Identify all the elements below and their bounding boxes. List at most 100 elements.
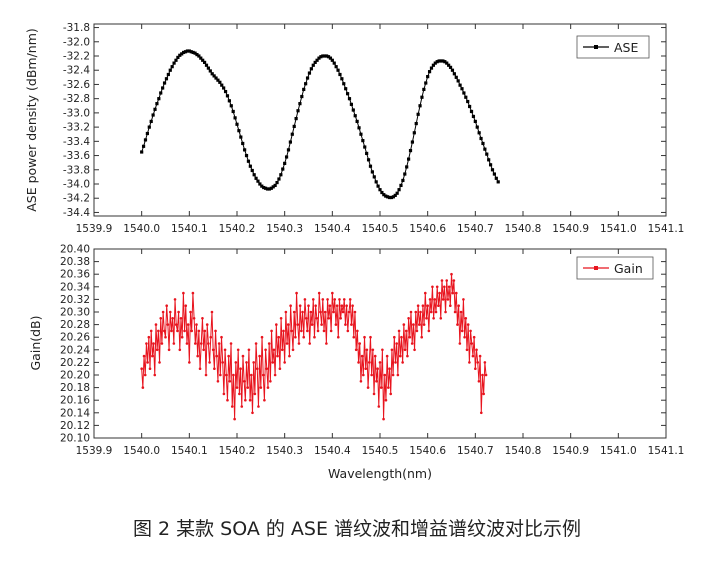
gain-data-point bbox=[443, 285, 446, 289]
gain-data-point bbox=[446, 298, 450, 301]
ase-data-point bbox=[197, 54, 201, 58]
ase-y-tick-label: -34.0 bbox=[63, 179, 90, 191]
gain-data-point bbox=[184, 304, 188, 308]
ase-data-point bbox=[315, 58, 319, 62]
gain-data-point bbox=[229, 342, 233, 345]
ase-data-point bbox=[330, 58, 334, 62]
ase-data-point bbox=[443, 60, 447, 64]
gain-data-point bbox=[400, 335, 403, 339]
gain-data-point bbox=[376, 367, 379, 371]
gain-data-point bbox=[428, 298, 432, 301]
ase-data-point bbox=[494, 176, 498, 180]
ase-data-point bbox=[349, 102, 353, 106]
gain-data-point bbox=[283, 361, 286, 364]
ase-data-point bbox=[183, 50, 188, 54]
gain-data-point bbox=[451, 291, 454, 295]
ase-data-point bbox=[250, 168, 254, 173]
gain-data-point bbox=[479, 411, 483, 415]
gain-data-point bbox=[371, 348, 375, 352]
gain-data-point bbox=[226, 398, 229, 402]
gain-y-tick-label: 20.30 bbox=[60, 307, 90, 319]
gain-data-point bbox=[338, 298, 341, 301]
ase-data-point bbox=[445, 61, 449, 65]
gain-x-tick-label: 1540.5 bbox=[362, 445, 399, 457]
gain-data-point bbox=[196, 354, 199, 358]
gain-x-tick-label: 1540.1 bbox=[171, 445, 208, 457]
ase-plot-frame bbox=[93, 23, 667, 217]
ase-data-point bbox=[481, 141, 485, 146]
ase-data-point bbox=[473, 119, 477, 124]
gain-data-point bbox=[468, 361, 471, 364]
gain-y-tick-label: 20.20 bbox=[60, 370, 90, 382]
gain-data-point bbox=[462, 298, 465, 301]
gain-data-point bbox=[143, 373, 147, 377]
gain-data-point bbox=[375, 380, 378, 383]
gain-data-point bbox=[322, 329, 326, 333]
gain-data-point bbox=[257, 405, 260, 408]
gain-x-tick-label: 1539.9 bbox=[76, 445, 113, 457]
gain-legend-label: Gain bbox=[614, 261, 643, 276]
ase-data-point bbox=[477, 131, 481, 135]
gain-data-point bbox=[450, 272, 453, 276]
ase-data-point bbox=[382, 193, 386, 197]
ase-data-point bbox=[353, 114, 357, 118]
gain-y-tick-label: 20.14 bbox=[60, 407, 90, 419]
gain-data-point bbox=[434, 310, 438, 314]
gain-data-point bbox=[438, 291, 441, 295]
gain-data-point bbox=[321, 298, 325, 301]
gain-data-point bbox=[205, 323, 209, 326]
gain-y-tick-label: 20.24 bbox=[60, 344, 90, 356]
ase-data-point bbox=[246, 159, 251, 163]
gain-data-point bbox=[394, 361, 397, 364]
gain-data-point bbox=[445, 279, 449, 282]
gain-data-point bbox=[267, 342, 271, 345]
gain-x-tick-label: 1540.0 bbox=[123, 445, 160, 457]
ase-y-tick-label: -32.2 bbox=[63, 51, 90, 63]
gain-x-tick-label: 1540.9 bbox=[552, 445, 589, 457]
gain-data-point bbox=[465, 348, 469, 352]
gain-data-point bbox=[353, 310, 357, 314]
gain-data-point bbox=[198, 367, 202, 371]
ase-data-point bbox=[368, 164, 373, 168]
ase-data-point bbox=[281, 167, 285, 171]
gain-data-point bbox=[259, 386, 263, 389]
ase-data-point bbox=[326, 55, 331, 59]
ase-data-point bbox=[262, 185, 266, 190]
ase-data-point bbox=[475, 125, 479, 129]
gain-data-point bbox=[310, 323, 314, 326]
ase-data-point bbox=[264, 186, 268, 190]
gain-data-point bbox=[454, 291, 458, 295]
gain-data-point bbox=[412, 323, 415, 326]
gain-data-point bbox=[304, 317, 308, 320]
gain-data-point bbox=[280, 348, 284, 352]
gain-data-point bbox=[223, 348, 227, 352]
gain-data-point bbox=[356, 329, 359, 333]
ase-data-point bbox=[195, 52, 199, 57]
ase-data-point bbox=[193, 51, 197, 55]
ase-y-tick-label: -32.8 bbox=[63, 93, 90, 105]
ase-data-point bbox=[342, 82, 346, 86]
ase-data-point bbox=[311, 63, 315, 67]
gain-data-point bbox=[208, 361, 211, 364]
gain-data-point bbox=[178, 348, 182, 352]
ase-y-tick-label: -33.8 bbox=[63, 164, 90, 176]
gain-x-tick-label: 1540.7 bbox=[457, 445, 494, 457]
ase-y-axis-title: ASE power density (dBm/nm) bbox=[24, 28, 39, 212]
ase-data-point bbox=[176, 55, 180, 60]
gain-data-point bbox=[220, 335, 223, 339]
ase-data-point bbox=[347, 97, 352, 101]
ase-data-point bbox=[344, 87, 348, 91]
ase-data-point bbox=[256, 179, 260, 183]
gain-data-point bbox=[219, 373, 222, 377]
ase-data-point bbox=[485, 152, 489, 156]
gain-data-point bbox=[389, 392, 393, 396]
ase-data-point bbox=[403, 172, 407, 176]
gain-data-point bbox=[148, 367, 152, 371]
gain-data-point bbox=[431, 285, 434, 289]
gain-data-point bbox=[180, 335, 184, 339]
ase-data-point bbox=[488, 163, 493, 167]
gain-data-point bbox=[165, 304, 168, 308]
ase-data-point bbox=[427, 70, 432, 74]
ase-data-point bbox=[399, 183, 403, 188]
ase-data-point bbox=[450, 68, 455, 72]
